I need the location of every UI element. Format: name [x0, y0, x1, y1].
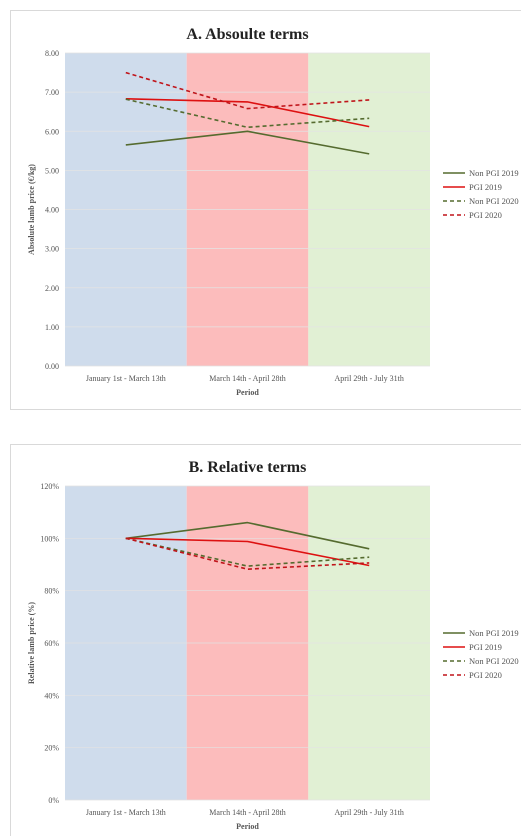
- legend-label: PGI 2019: [469, 642, 502, 652]
- x-tick-label: April 29th - July 31th: [334, 808, 403, 817]
- y-tick-label: 0%: [48, 796, 59, 805]
- x-tick-label: January 1st - March 13th: [86, 808, 166, 817]
- y-axis-label: Relative lamb price (%): [27, 602, 36, 684]
- legend-label: PGI 2020: [469, 210, 502, 220]
- legend-label: PGI 2020: [469, 670, 502, 680]
- y-tick-label: 20%: [44, 744, 59, 753]
- y-tick-label: 7.00: [45, 88, 59, 97]
- absolute-price-chart: A. Absoulte terms 0.00 1.00 2.00 3.00 4.00 5.0…: [11, 11, 521, 411]
- legend-label: Non PGI 2019: [469, 628, 519, 638]
- x-tick-label: March 14th - April 28th: [209, 374, 285, 383]
- legend-label: Non PGI 2019: [469, 168, 519, 178]
- y-tick-label: 0.00: [45, 362, 59, 371]
- x-tick-label: March 14th - April 28th: [209, 808, 285, 817]
- y-tick-label: 40%: [44, 691, 59, 700]
- y-tick-label: 80%: [44, 587, 59, 596]
- legend-label: Non PGI 2020: [469, 196, 519, 206]
- y-tick-label: 60%: [44, 639, 59, 648]
- chart-panel-relative: B. Relative terms 0% 20% 40% 60% 80% 100% 120% J…: [10, 444, 521, 836]
- y-tick-label: 6.00: [45, 127, 59, 136]
- y-tick-label: 2.00: [45, 284, 59, 293]
- y-tick-label: 8.00: [45, 49, 59, 58]
- x-tick-label: April 29th - July 31th: [334, 374, 403, 383]
- y-tick-label: 120%: [40, 482, 59, 491]
- x-axis-label: Period: [236, 388, 259, 397]
- chart-panel-absolute: A. Absoulte terms 0.00 1.00 2.00 3.00 4.00 5.0…: [10, 10, 521, 410]
- y-tick-label: 5.00: [45, 166, 59, 175]
- x-axis-label: Period: [236, 822, 259, 831]
- y-tick-label: 1.00: [45, 323, 59, 332]
- relative-price-chart: B. Relative terms 0% 20% 40% 60% 80% 100% 120% J…: [11, 445, 521, 837]
- chart-title: B. Relative terms: [189, 459, 307, 476]
- y-axis-label: Absolute lamb price (€/kg): [27, 164, 36, 255]
- y-tick-label: 100%: [40, 534, 59, 543]
- y-tick-label: 4.00: [45, 206, 59, 215]
- y-tick-label: 3.00: [45, 245, 59, 254]
- chart-title: A. Absoulte terms: [186, 26, 308, 43]
- legend-label: PGI 2019: [469, 182, 502, 192]
- legend-label: Non PGI 2020: [469, 656, 519, 666]
- x-tick-label: January 1st - March 13th: [86, 374, 166, 383]
